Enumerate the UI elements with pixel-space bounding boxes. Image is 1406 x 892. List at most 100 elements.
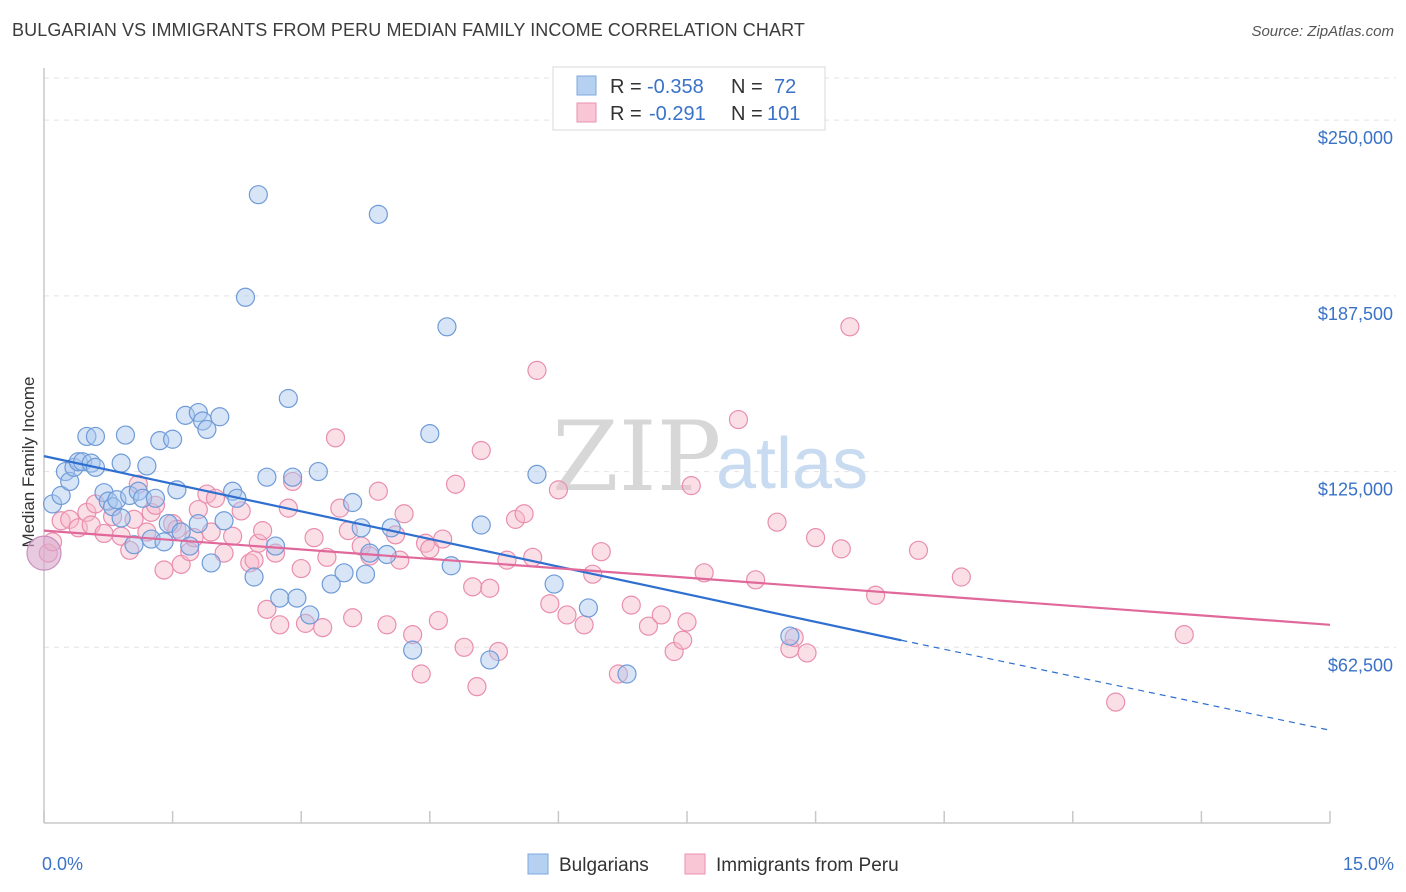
peru-point-93 [797, 643, 817, 663]
bulgarians-trend-dashed [901, 639, 1331, 731]
bulgarians-point-10 [85, 426, 106, 447]
bottom-legend-label-peru: Immigrants from Peru [716, 855, 899, 876]
peru-point-89 [745, 570, 766, 590]
bulgarians-trend-solid [43, 455, 902, 642]
bulgarians-point-28 [163, 429, 183, 449]
bulgarians-point-33 [188, 513, 208, 534]
legend-r-value-1: -0.358 [647, 76, 704, 98]
bulgarians-point-57 [355, 564, 376, 584]
peru-point-100 [1106, 692, 1126, 712]
bulgarians-point-70 [578, 598, 599, 618]
peru-point-78 [591, 542, 611, 562]
peru-trend-line [43, 529, 1331, 626]
peru-point-29 [231, 501, 251, 521]
y-axis-label: Median Family Income [19, 376, 38, 547]
bulgarians-point-39 [214, 511, 234, 531]
watermark: ZIP atlas [552, 401, 868, 513]
peru-point-33 [253, 521, 273, 541]
legend-n-label-1: N = [731, 76, 763, 98]
bulgarians-point-37 [201, 553, 221, 573]
peru-point-86 [681, 476, 701, 496]
peru-point-39 [291, 558, 311, 579]
bulgarians-point-62 [403, 640, 423, 660]
bulgarians-point-59 [368, 204, 388, 224]
peru-point-31 [244, 550, 264, 570]
peru-point-60 [433, 529, 453, 549]
legend-swatch-peru [576, 102, 597, 123]
peru-point-80 [621, 595, 641, 615]
bulgarians-point-26 [154, 532, 174, 552]
peru-point-17 [154, 560, 174, 580]
peru-point-85 [677, 612, 697, 632]
peru-point-95 [831, 539, 851, 559]
stats-legend: R = -0.358 N = 72 R = -0.291 N = 101 [552, 66, 826, 131]
y-tick-label-3: $250,000 [1318, 128, 1393, 148]
peru-point-43 [317, 547, 337, 567]
bulgarians-point-43 [244, 567, 264, 587]
peru-point-36 [270, 615, 290, 635]
peru-point-70 [514, 504, 534, 524]
peru-point-55 [403, 625, 423, 645]
bulgarians-point-45 [257, 467, 277, 487]
series-peru-points [26, 317, 1194, 712]
x-tick-labels: 0.0% 15.0% [42, 854, 1394, 874]
y-tick-label-2: $187,500 [1318, 304, 1393, 324]
chart-title: BULGARIAN VS IMMIGRANTS FROM PERU MEDIAN… [12, 20, 805, 40]
legend-r-label-1: R = [610, 76, 642, 98]
bulgarians-point-71 [617, 664, 637, 684]
peru-point-96 [840, 317, 860, 337]
bulgarians-point-69 [544, 574, 564, 594]
peru-point-81 [638, 616, 659, 636]
peru-point-8 [94, 523, 114, 544]
peru-point-64 [467, 677, 487, 697]
series-legend: Bulgarians Immigrants from Peru [527, 853, 899, 876]
peru-point-87 [694, 563, 714, 583]
y-tick-label-0: $62,500 [1328, 655, 1393, 675]
peru-point-94 [805, 528, 826, 548]
bulgarians-point-14 [107, 490, 127, 510]
peru-cluster-point [26, 535, 62, 571]
legend-r-value-2: -0.291 [649, 103, 706, 125]
bulgarians-point-68 [527, 464, 547, 484]
bulgarians-point-55 [343, 492, 363, 513]
peru-point-66 [480, 578, 500, 598]
peru-point-63 [463, 577, 483, 597]
bulgarians-point-67 [480, 650, 500, 670]
bulgarians-point-51 [300, 605, 320, 625]
bulgarians-point-53 [321, 574, 341, 594]
peru-point-51 [377, 615, 397, 635]
bulgarians-point-22 [137, 456, 157, 476]
y-tick-label-1: $125,000 [1318, 480, 1393, 500]
x-tick-label-0: 0.0% [42, 854, 83, 874]
bulgarians-point-44 [248, 185, 268, 205]
watermark-atlas: atlas [716, 424, 868, 504]
peru-point-44 [325, 428, 346, 448]
series-bulgarians-points [42, 185, 800, 684]
peru-point-56 [411, 664, 431, 684]
peru-point-59 [428, 610, 448, 631]
bulgarians-point-36 [197, 419, 217, 440]
bulgarians-point-15 [111, 508, 131, 528]
bulgarians-point-47 [270, 588, 290, 608]
bottom-legend-label-bulgarians: Bulgarians [559, 855, 649, 876]
peru-point-76 [574, 615, 594, 635]
peru-point-42 [313, 618, 333, 638]
bulgarians-point-61 [381, 518, 401, 538]
bulgarians-point-63 [420, 424, 440, 444]
peru-point-84 [673, 630, 693, 650]
peru-point-34 [257, 599, 277, 619]
peru-point-74 [548, 480, 569, 500]
bulgarians-point-66 [471, 515, 491, 535]
bulgarians-point-52 [308, 461, 328, 482]
bulgarians-point-72 [780, 626, 800, 646]
peru-point-65 [471, 440, 491, 461]
legend-n-value-1: 72 [774, 76, 796, 98]
legend-n-label-2: N = [731, 103, 763, 125]
legend-swatch-bulgarians [576, 75, 597, 96]
peru-point-97 [866, 585, 886, 605]
peru-point-75 [557, 605, 577, 625]
peru-point-23 [188, 499, 208, 520]
bulgarians-point-42 [235, 287, 256, 307]
bottom-legend-swatch-bulgarians [527, 853, 549, 875]
